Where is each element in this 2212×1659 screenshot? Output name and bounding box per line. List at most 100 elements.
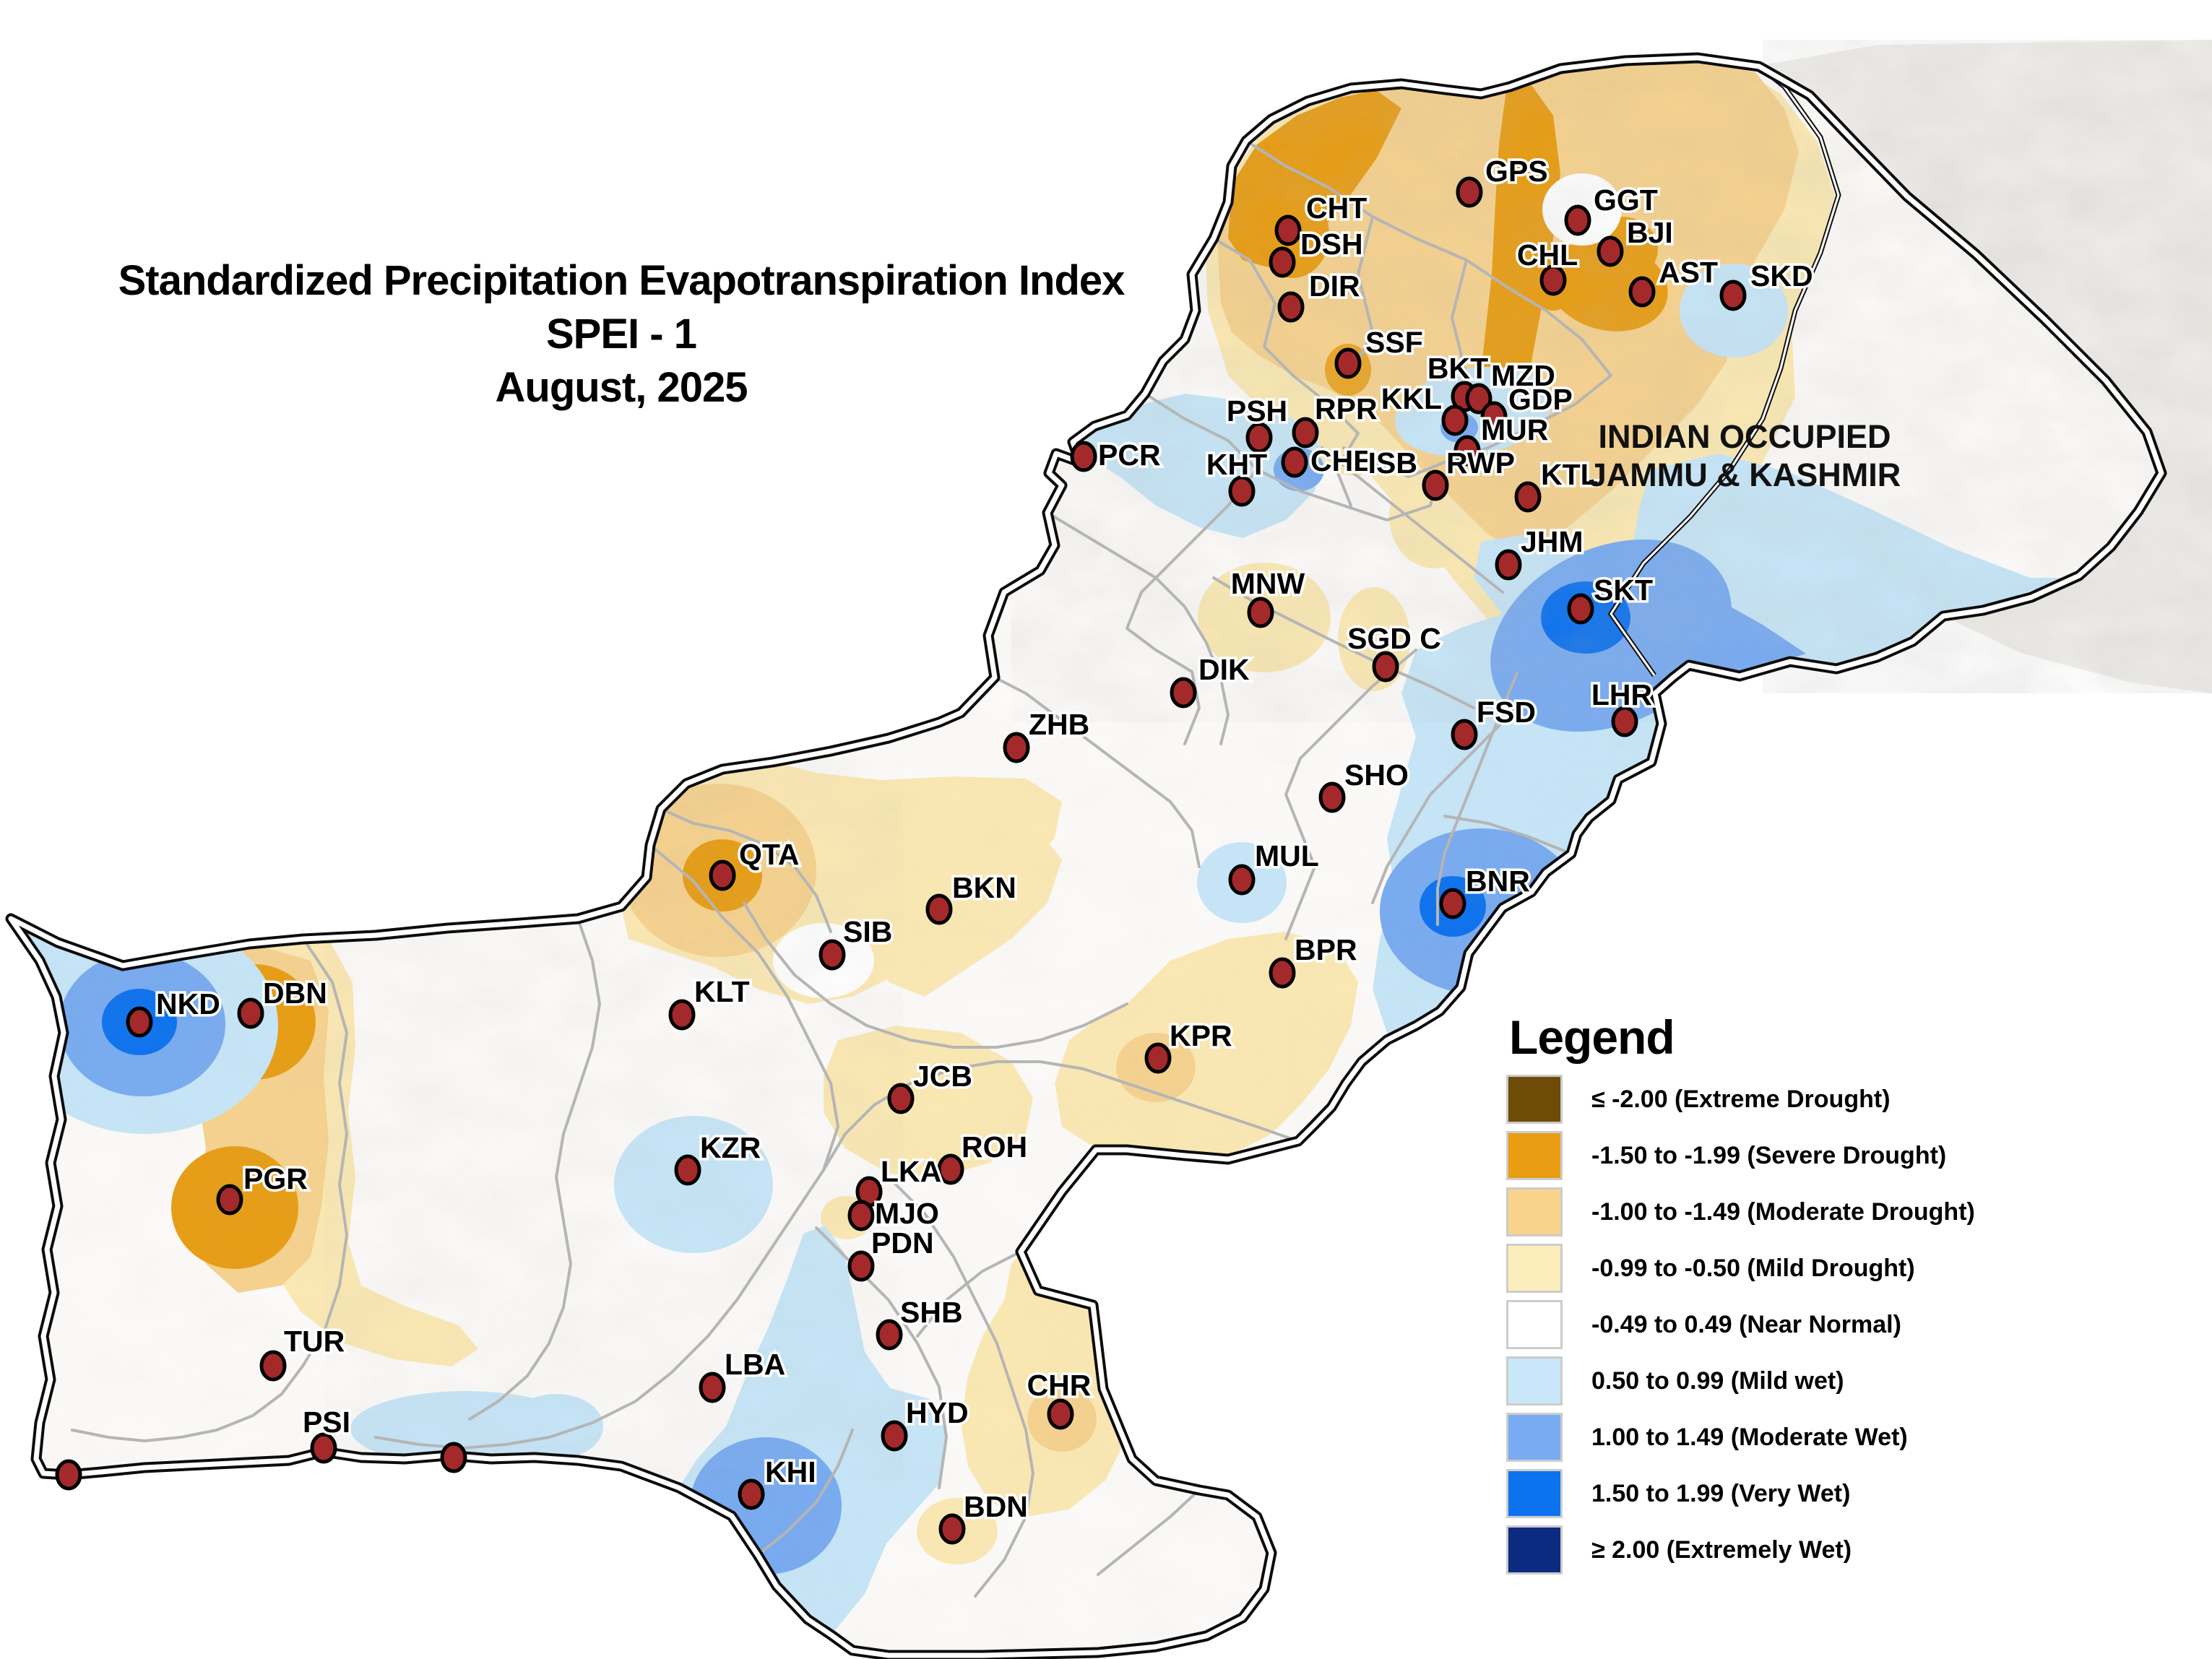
station-dot — [1439, 888, 1466, 919]
legend-row-0: ≤ -2.00 (Extreme Drought) — [1506, 1075, 1975, 1124]
station-dot — [1441, 404, 1469, 436]
station-ggt: GGT — [1564, 181, 1660, 236]
station-ktl: KTL — [1514, 456, 1601, 513]
map-title-line3: August, 2025 — [495, 364, 748, 411]
station-dot — [259, 1350, 287, 1382]
station-label: SHO — [1344, 758, 1409, 792]
station-mzd: MZD — [1465, 357, 1558, 415]
station-cht: CHT — [1274, 189, 1370, 246]
station-mur: MUR — [1453, 411, 1551, 467]
station-zhb: ZHB — [1003, 706, 1092, 763]
station-label: KKL — [1381, 382, 1442, 415]
station-label: MZD — [1491, 359, 1555, 392]
station-dot — [1453, 435, 1481, 467]
station-label: GGT — [1594, 183, 1658, 217]
station-dot — [1372, 651, 1399, 683]
station-kht: KHT — [1204, 446, 1270, 507]
legend-swatch — [1506, 1187, 1563, 1236]
map-title-line1: Standardized Precipitation Evapotranspir… — [118, 257, 1126, 304]
station-dot — [1144, 1042, 1172, 1074]
legend-label: -0.49 to 0.49 (Near Normal) — [1591, 1310, 1901, 1338]
station-dot — [887, 1083, 915, 1114]
station-bkt: BKT — [1425, 350, 1491, 412]
station-klt: KLT — [668, 973, 752, 1031]
station-dot — [818, 939, 846, 971]
legend-swatch — [1506, 1075, 1563, 1124]
station-label: DBN — [263, 976, 327, 1010]
station-isb: ISB — [1365, 444, 1420, 482]
station-dot — [1628, 276, 1656, 308]
station-chl: CHL — [1514, 236, 1581, 296]
station-roh: ROH — [937, 1128, 1030, 1185]
station-label: PGR — [243, 1162, 308, 1195]
station-label: KHI — [765, 1455, 816, 1489]
station-label: MUL — [1255, 839, 1319, 872]
station-label: HYD — [906, 1396, 969, 1429]
station-kkl: KKL — [1378, 380, 1469, 436]
legend-row-1: -1.50 to -1.99 (Severe Drought) — [1506, 1131, 1975, 1180]
station-khi: KHI — [738, 1453, 818, 1510]
station-dot — [709, 859, 736, 891]
station-skd: SKD — [1719, 257, 1815, 311]
station-label: MNW — [1231, 567, 1305, 600]
station-ast: AST — [1628, 254, 1721, 308]
station-label: PSI — [303, 1405, 350, 1439]
legend-swatch — [1506, 1525, 1563, 1574]
station-bpr: BPR — [1269, 931, 1360, 989]
station-dot — [1334, 347, 1362, 379]
region-label-line2: JAMMU & KASHMIR — [1588, 456, 1901, 493]
station-label: GPS — [1485, 155, 1548, 188]
legend-row-6: 1.00 to 1.49 (Moderate Wet) — [1506, 1413, 1975, 1462]
station-tur: TUR — [259, 1322, 347, 1382]
legend-swatch — [1506, 1413, 1563, 1462]
station-dot — [1070, 441, 1097, 472]
station-lka: LKA — [855, 1153, 944, 1208]
station-label: CHR — [1027, 1369, 1092, 1402]
legend-swatch — [1506, 1131, 1563, 1180]
station-label: BNR — [1466, 865, 1530, 898]
station-unlabeled — [440, 1442, 467, 1473]
station-label: CHL — [1517, 238, 1578, 272]
station-dot — [1719, 280, 1747, 311]
legend-swatch — [1506, 1356, 1563, 1405]
legend-label: -0.99 to -0.50 (Mild Drought) — [1591, 1254, 1915, 1282]
station-dot — [925, 893, 953, 925]
station-nkd: NKD — [126, 985, 223, 1038]
station-dot — [1451, 719, 1478, 750]
legend: Legend ≤ -2.00 (Extreme Drought) -1.50 to… — [1506, 1010, 1975, 1583]
station-pcr: PCR — [1070, 436, 1163, 475]
station-label: RWP — [1446, 446, 1515, 480]
station-label: JCB — [913, 1060, 972, 1093]
legend-row-8: ≥ 2.00 (Extremely Wet) — [1506, 1525, 1975, 1574]
outside-terrain — [1763, 40, 2212, 693]
legend-label: 1.00 to 1.49 (Moderate Wet) — [1591, 1423, 1908, 1451]
station-dik: DIK — [1170, 651, 1253, 709]
station-label: SKD — [1750, 259, 1813, 293]
station-unlabeled — [55, 1459, 82, 1491]
station-dot — [1539, 264, 1567, 296]
station-label: DIR — [1309, 269, 1360, 303]
station-label: ISB — [1368, 446, 1417, 480]
station-dot — [1047, 1398, 1074, 1430]
station-dot — [1277, 291, 1305, 323]
international-border-inner — [8, 55, 2164, 1658]
station-gdp: GDP — [1480, 381, 1575, 433]
legend-swatch — [1506, 1469, 1563, 1518]
station-dot — [938, 1513, 966, 1545]
station-mul: MUL — [1228, 837, 1321, 896]
station-dot — [440, 1442, 467, 1473]
legend-swatch — [1506, 1300, 1563, 1349]
station-mnw: MNW — [1228, 565, 1308, 628]
station-rpr: RPR — [1292, 390, 1380, 449]
station-label: MUR — [1481, 413, 1548, 446]
station-label: RPR — [1315, 392, 1378, 425]
station-label: KZR — [700, 1131, 761, 1164]
station-bji: BJI — [1597, 214, 1675, 267]
station-lhr: LHR — [1589, 676, 1655, 737]
station-dot — [847, 1200, 875, 1231]
legend-row-7: 1.50 to 1.99 (Very Wet) — [1506, 1469, 1975, 1518]
station-pdn: PDN — [847, 1224, 936, 1282]
station-label: BPR — [1295, 933, 1357, 966]
station-dot — [1480, 401, 1508, 433]
station-qta: QTA — [709, 836, 802, 891]
